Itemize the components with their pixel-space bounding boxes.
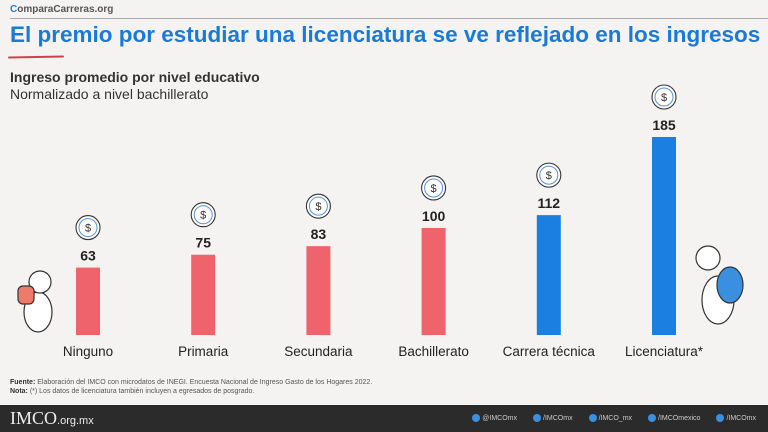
source-note: Fuente: Elaboración del IMCO con microda… bbox=[10, 379, 373, 386]
category-label: Secundaria bbox=[284, 344, 353, 359]
money-coin-icon: $ bbox=[75, 215, 101, 241]
category-label: Bachillerato bbox=[398, 344, 469, 359]
svg-text:$: $ bbox=[85, 223, 91, 235]
bar-2 bbox=[306, 246, 331, 335]
bar-4 bbox=[536, 215, 561, 335]
money-coin-icon: $ bbox=[536, 162, 562, 188]
youtube-link[interactable]: /IMCOmexico bbox=[648, 414, 700, 422]
social-links: @IMCOmx /IMCOmx /IMCO_mx /IMCOmexico /IM… bbox=[472, 414, 756, 422]
student-illustration-left bbox=[17, 270, 53, 333]
linkedin-icon bbox=[716, 414, 725, 422]
bar-3 bbox=[421, 227, 446, 335]
footer-bar bbox=[0, 405, 768, 432]
bar-chart: 63 $ Ninguno 75 $ Primaria 83 $ Secundaria 100 $ Ba… bbox=[17, 84, 744, 359]
nota-note: Nota: (*) Los datos de licenciatura tamb… bbox=[10, 388, 255, 395]
category-label: Ninguno bbox=[63, 344, 113, 359]
twitter-link[interactable]: @IMCOmx bbox=[472, 414, 517, 422]
youtube-icon bbox=[648, 414, 657, 422]
linkedin-link[interactable]: /IMCOmx bbox=[716, 414, 756, 422]
money-coin-icon: $ bbox=[305, 193, 331, 219]
value-label: 63 bbox=[80, 248, 96, 264]
category-label: Licenciatura* bbox=[625, 344, 704, 359]
bar-0 bbox=[76, 267, 100, 335]
svg-text:$: $ bbox=[200, 210, 206, 222]
value-label: 83 bbox=[311, 226, 327, 242]
svg-text:$: $ bbox=[315, 201, 321, 213]
imco-logo[interactable]: IMCO.org.mx bbox=[10, 408, 94, 428]
svg-text:$: $ bbox=[661, 92, 667, 104]
facebook-icon bbox=[533, 414, 542, 422]
value-label: 112 bbox=[538, 195, 561, 211]
twitter-icon bbox=[472, 414, 481, 422]
svg-text:$: $ bbox=[431, 183, 437, 195]
illustrations bbox=[17, 245, 744, 333]
footnotes: Fuente: Elaboración del IMCO con microda… bbox=[10, 378, 372, 396]
student-illustration-right bbox=[695, 245, 744, 325]
instagram-link[interactable]: /IMCO_mx bbox=[588, 414, 632, 422]
bar-1 bbox=[191, 254, 216, 335]
money-coin-icon: $ bbox=[421, 175, 447, 201]
facebook-link[interactable]: /IMCOmx bbox=[533, 414, 573, 422]
bar-5 bbox=[652, 137, 676, 335]
category-label: Primaria bbox=[178, 344, 229, 359]
header-rule bbox=[10, 18, 768, 19]
instagram-icon bbox=[588, 414, 597, 422]
site-name: ComparaCarreras.org bbox=[10, 4, 114, 15]
value-label: 75 bbox=[195, 235, 211, 251]
svg-text:$: $ bbox=[546, 170, 552, 182]
value-label: 185 bbox=[652, 117, 676, 133]
chart-subtitle: Normalizado a nivel bachillerato bbox=[10, 86, 209, 102]
value-label: 100 bbox=[422, 208, 446, 224]
money-coin-icon: $ bbox=[190, 202, 216, 228]
chart-title: Ingreso promedio por nivel educativo bbox=[10, 69, 260, 85]
money-coin-icon: $ bbox=[651, 84, 677, 110]
page-title: El premio por estudiar una licenciatura … bbox=[10, 22, 761, 47]
category-label: Carrera técnica bbox=[503, 344, 596, 359]
